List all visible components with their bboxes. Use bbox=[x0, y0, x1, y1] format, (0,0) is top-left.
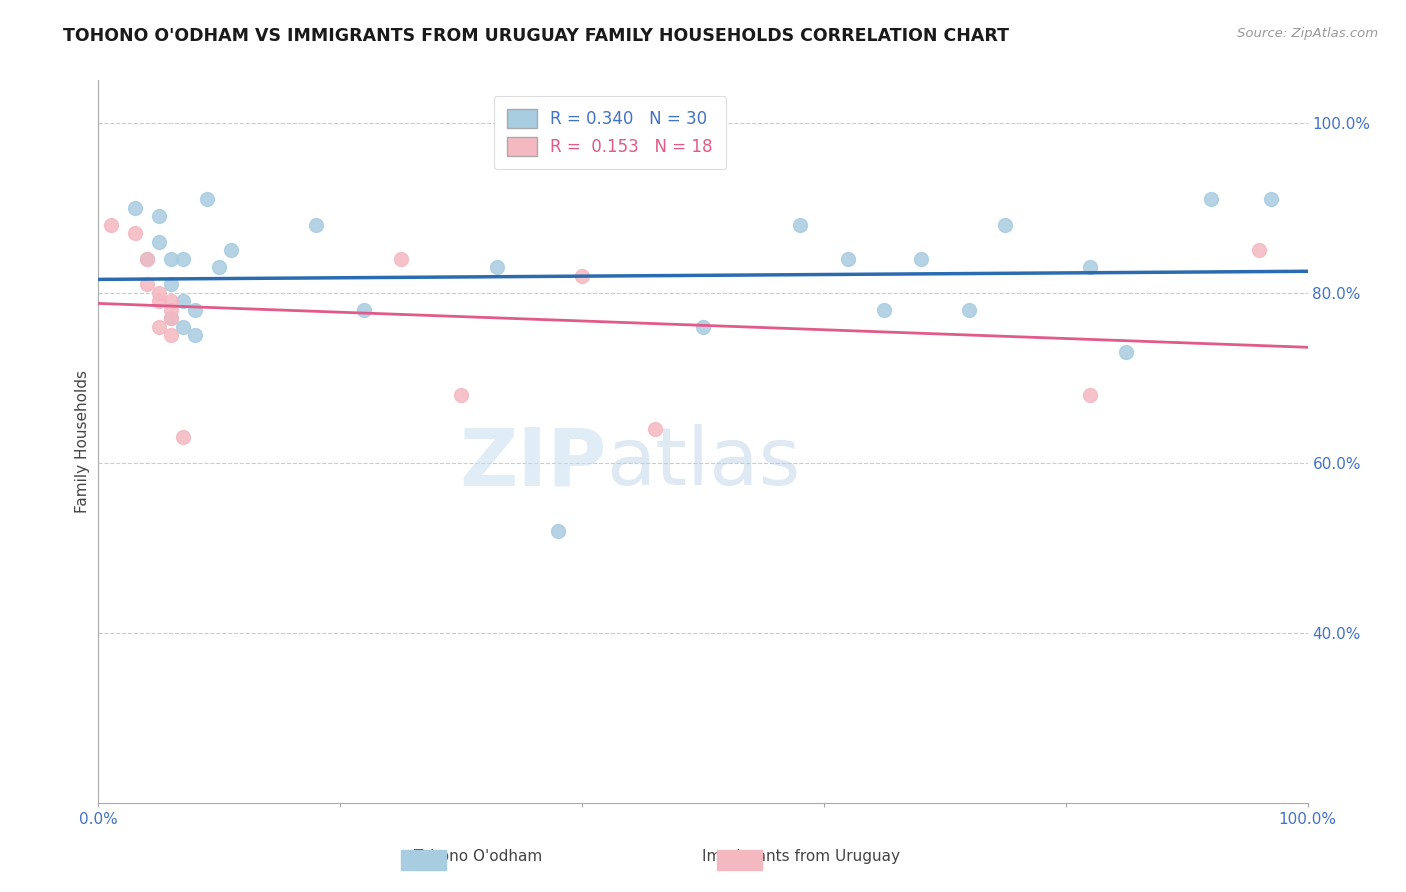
Point bbox=[994, 218, 1017, 232]
Point bbox=[837, 252, 859, 266]
Point bbox=[1249, 244, 1271, 258]
Point bbox=[160, 277, 183, 292]
Point bbox=[100, 218, 122, 232]
Point bbox=[184, 302, 207, 317]
Y-axis label: Family Households: Family Households bbox=[75, 370, 90, 513]
Point bbox=[571, 268, 593, 283]
Point bbox=[160, 252, 183, 266]
Text: TOHONO O'ODHAM VS IMMIGRANTS FROM URUGUAY FAMILY HOUSEHOLDS CORRELATION CHART: TOHONO O'ODHAM VS IMMIGRANTS FROM URUGUA… bbox=[63, 27, 1010, 45]
Point bbox=[957, 302, 980, 317]
Point bbox=[789, 218, 811, 232]
Point bbox=[172, 319, 194, 334]
Point bbox=[353, 302, 375, 317]
Text: Tohono O'odham: Tohono O'odham bbox=[413, 849, 543, 863]
Point bbox=[692, 319, 714, 334]
Point bbox=[160, 294, 183, 309]
Point bbox=[1078, 260, 1101, 275]
Point bbox=[172, 294, 194, 309]
Point bbox=[160, 328, 183, 343]
Text: Source: ZipAtlas.com: Source: ZipAtlas.com bbox=[1237, 27, 1378, 40]
Point bbox=[1199, 192, 1222, 206]
Point bbox=[195, 192, 218, 206]
Point bbox=[135, 252, 157, 266]
Point bbox=[124, 201, 146, 215]
Point bbox=[184, 328, 207, 343]
Point bbox=[1260, 192, 1282, 206]
Point bbox=[172, 430, 194, 444]
Point bbox=[160, 311, 183, 326]
Text: ZIP: ZIP bbox=[458, 425, 606, 502]
Point bbox=[135, 277, 157, 292]
Point bbox=[873, 302, 896, 317]
Point bbox=[160, 302, 183, 317]
Point bbox=[547, 524, 569, 538]
Point bbox=[644, 422, 666, 436]
Point bbox=[135, 252, 157, 266]
Point bbox=[389, 252, 412, 266]
Point bbox=[148, 209, 170, 223]
Point bbox=[148, 319, 170, 334]
Point bbox=[221, 244, 243, 258]
Point bbox=[160, 311, 183, 326]
Point bbox=[1078, 388, 1101, 402]
Point bbox=[172, 252, 194, 266]
Text: Immigrants from Uruguay: Immigrants from Uruguay bbox=[703, 849, 900, 863]
Point bbox=[148, 294, 170, 309]
Legend: R = 0.340   N = 30, R =  0.153   N = 18: R = 0.340 N = 30, R = 0.153 N = 18 bbox=[494, 95, 725, 169]
Point bbox=[450, 388, 472, 402]
Point bbox=[1115, 345, 1137, 359]
Point bbox=[148, 285, 170, 300]
Point bbox=[305, 218, 328, 232]
Point bbox=[208, 260, 231, 275]
Point bbox=[486, 260, 509, 275]
Point bbox=[910, 252, 932, 266]
Point bbox=[148, 235, 170, 249]
Text: atlas: atlas bbox=[606, 425, 800, 502]
Point bbox=[124, 227, 146, 241]
